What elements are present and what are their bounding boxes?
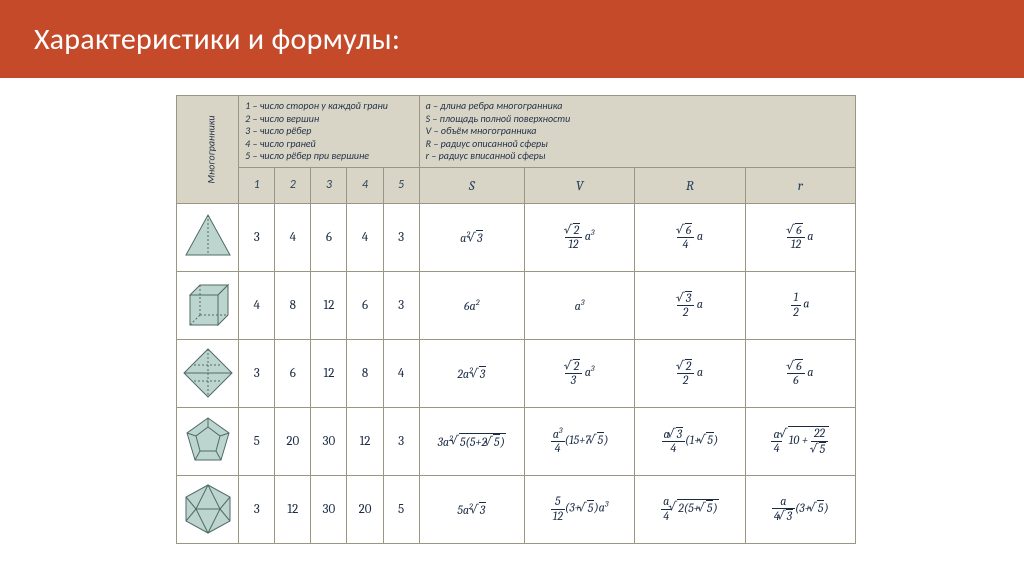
table-row: 3612842a2323 a322 a66 a [177,339,856,407]
cell-formula-V: 212 a3 [524,203,634,271]
cell-value: 3 [239,203,275,271]
cell-value: 8 [347,339,383,407]
slide: { "colors": { "title_bg": "#c44a2a", "ti… [0,0,1024,576]
cell-formula-V: a3 [524,271,634,339]
cell-value: 3 [239,475,275,543]
cell-formula-r: 12 a [745,271,855,339]
cell-value: 30 [311,407,347,475]
cell-formula-S: a23 [419,203,524,271]
cell-value: 4 [275,203,311,271]
cell-value: 5 [383,475,419,543]
cell-formula-R: 32 a [635,271,745,339]
cell-value: 12 [311,339,347,407]
cell-value: 6 [347,271,383,339]
cell-formula-V: a34(15+75) [524,407,634,475]
cell-value: 6 [275,339,311,407]
cell-formula-r: a43(3+5) [745,475,855,543]
cell-value: 20 [347,475,383,543]
cell-value: 20 [275,407,311,475]
cell-value: 12 [275,475,311,543]
legend-left: 1 – число сторон у каждой грани2 – число… [239,96,419,168]
cell-value: 3 [383,271,419,339]
polyhedra-table: Многогранники 1 – число сторон у каждой … [176,95,856,544]
table-container: Многогранники 1 – число сторон у каждой … [176,95,856,544]
col-5: 5 [383,167,419,203]
table-row: 4812636a2a332 a12 a [177,271,856,339]
cell-value: 4 [347,203,383,271]
col-2: 2 [275,167,311,203]
cell-formula-S: 6a2 [419,271,524,339]
cell-formula-R: 22 a [635,339,745,407]
cell-value: 3 [383,203,419,271]
cell-formula-r: 66 a [745,339,855,407]
cell-value: 4 [383,339,419,407]
cell-value: 3 [383,407,419,475]
cell-formula-r: a410 + 225 [745,407,855,475]
cell-value: 8 [275,271,311,339]
slide-title: Характеристики и формулы: [34,21,400,58]
cell-formula-S: 3a25(5+25) [419,407,524,475]
cell-value: 12 [311,271,347,339]
cell-formula-S: 5a23 [419,475,524,543]
dodeca-icon [177,407,239,475]
cell-formula-r: 612 a [745,203,855,271]
col-V: V [524,167,634,203]
col-r: r [745,167,855,203]
cell-value: 6 [311,203,347,271]
cell-value: 12 [347,407,383,475]
table-row: 312302055a23512(3+5)a3a42(5+5)a43(3+5) [177,475,856,543]
cell-value: 3 [239,339,275,407]
cube-icon [177,271,239,339]
col-S: S [419,167,524,203]
cell-formula-V: 512(3+5)a3 [524,475,634,543]
cell-formula-V: 23 a3 [524,339,634,407]
cell-formula-R: 64 a [635,203,745,271]
col-1: 1 [239,167,275,203]
legend-right: a – длина ребра многогранникаS – площадь… [419,96,855,168]
cell-formula-R: a42(5+5) [635,475,745,543]
octa-icon [177,339,239,407]
icosa-icon [177,475,239,543]
cell-value: 4 [239,271,275,339]
title-bar: Характеристики и формулы: [0,0,1024,78]
tetra-icon [177,203,239,271]
cell-formula-R: a34(1+5) [635,407,745,475]
cell-value: 5 [239,407,275,475]
table-row: 520301233a25(5+25)a34(15+75)a34(1+5)a410… [177,407,856,475]
cell-formula-S: 2a23 [419,339,524,407]
cell-value: 30 [311,475,347,543]
col-3: 3 [311,167,347,203]
col-R: R [635,167,745,203]
row-header-polyhedra: Многогранники [177,96,239,204]
table-row: 34643a23212 a364 a612 a [177,203,856,271]
col-4: 4 [347,167,383,203]
